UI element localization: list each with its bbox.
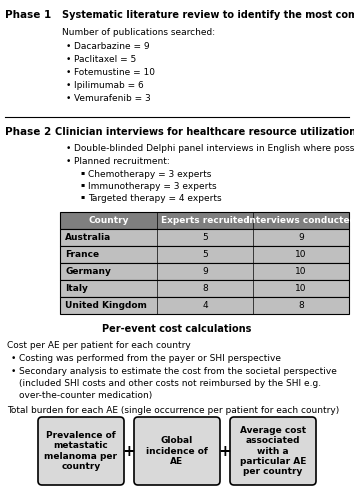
- Text: •: •: [66, 94, 72, 103]
- Text: 5: 5: [202, 250, 208, 259]
- Text: Australia: Australia: [65, 233, 111, 242]
- Text: Fotemustine = 10: Fotemustine = 10: [74, 68, 155, 77]
- Text: Costing was performed from the payer or SHI perspective: Costing was performed from the payer or …: [19, 354, 281, 363]
- Text: Phase 1: Phase 1: [5, 10, 51, 20]
- Text: •: •: [66, 157, 72, 166]
- Text: Per-event cost calculations: Per-event cost calculations: [102, 324, 252, 334]
- Text: 9: 9: [202, 267, 208, 276]
- Text: •: •: [66, 42, 72, 51]
- Text: Experts recruited: Experts recruited: [161, 216, 249, 225]
- Text: Total burden for each AE (single occurrence per patient for each country): Total burden for each AE (single occurre…: [7, 406, 339, 415]
- Text: Targeted therapy = 4 experts: Targeted therapy = 4 experts: [88, 194, 222, 203]
- Text: •: •: [66, 68, 72, 77]
- Text: 8: 8: [202, 284, 208, 293]
- Bar: [60, 246, 349, 263]
- Text: United Kingdom: United Kingdom: [65, 301, 147, 310]
- Text: Interviews conducted: Interviews conducted: [246, 216, 354, 225]
- Text: 4: 4: [202, 301, 208, 310]
- Text: •: •: [11, 354, 16, 363]
- Text: 10: 10: [295, 250, 307, 259]
- Text: +: +: [219, 444, 232, 458]
- Text: Chemotherapy = 3 experts: Chemotherapy = 3 experts: [88, 170, 211, 179]
- Text: Vemurafenib = 3: Vemurafenib = 3: [74, 94, 151, 103]
- Text: 9: 9: [298, 233, 304, 242]
- Text: Cost per AE per patient for each country: Cost per AE per patient for each country: [7, 341, 191, 350]
- Text: Italy: Italy: [65, 284, 88, 293]
- Text: Ipilimumab = 6: Ipilimumab = 6: [74, 81, 144, 90]
- Text: Country: Country: [88, 216, 129, 225]
- Text: ▪: ▪: [80, 182, 84, 187]
- Text: 10: 10: [295, 267, 307, 276]
- Text: Global
incidence of
AE: Global incidence of AE: [146, 436, 208, 466]
- Text: ▪: ▪: [80, 194, 84, 199]
- Text: 10: 10: [295, 284, 307, 293]
- Text: over-the-counter medication): over-the-counter medication): [19, 391, 152, 400]
- FancyBboxPatch shape: [38, 417, 124, 485]
- Text: Secondary analysis to estimate the cost from the societal perspective: Secondary analysis to estimate the cost …: [19, 367, 337, 376]
- Text: Dacarbazine = 9: Dacarbazine = 9: [74, 42, 150, 51]
- Text: Double-blinded Delphi panel interviews in English where possible: Double-blinded Delphi panel interviews i…: [74, 144, 354, 153]
- Text: •: •: [66, 55, 72, 64]
- Text: Germany: Germany: [65, 267, 111, 276]
- Text: ▪: ▪: [80, 170, 84, 175]
- Bar: [60, 263, 349, 280]
- Text: (included SHI costs and other costs not reimbursed by the SHI e.g.: (included SHI costs and other costs not …: [19, 379, 321, 388]
- Text: •: •: [66, 144, 72, 153]
- FancyBboxPatch shape: [230, 417, 316, 485]
- Text: Planned recruitment:: Planned recruitment:: [74, 157, 170, 166]
- Text: Clinician interviews for healthcare resource utilization: Clinician interviews for healthcare reso…: [55, 127, 354, 137]
- Bar: [60, 212, 349, 229]
- Text: +: +: [122, 444, 135, 458]
- Text: Phase 2: Phase 2: [5, 127, 51, 137]
- FancyBboxPatch shape: [134, 417, 220, 485]
- Text: 8: 8: [298, 301, 304, 310]
- Text: Number of publications searched:: Number of publications searched:: [62, 28, 215, 37]
- Text: Prevalence of
metastatic
melanoma per
country: Prevalence of metastatic melanoma per co…: [45, 431, 118, 471]
- Text: Average cost
associated
with a
particular AE
per country: Average cost associated with a particula…: [240, 426, 306, 476]
- Bar: [60, 297, 349, 314]
- Text: •: •: [66, 81, 72, 90]
- Text: •: •: [11, 367, 16, 376]
- Bar: [60, 280, 349, 297]
- Text: France: France: [65, 250, 99, 259]
- Text: Systematic literature review to identify the most common and/or severe AEs: Systematic literature review to identify…: [62, 10, 354, 20]
- Text: 5: 5: [202, 233, 208, 242]
- Bar: [60, 229, 349, 246]
- Text: Immunotherapy = 3 experts: Immunotherapy = 3 experts: [88, 182, 217, 191]
- Text: Paclitaxel = 5: Paclitaxel = 5: [74, 55, 136, 64]
